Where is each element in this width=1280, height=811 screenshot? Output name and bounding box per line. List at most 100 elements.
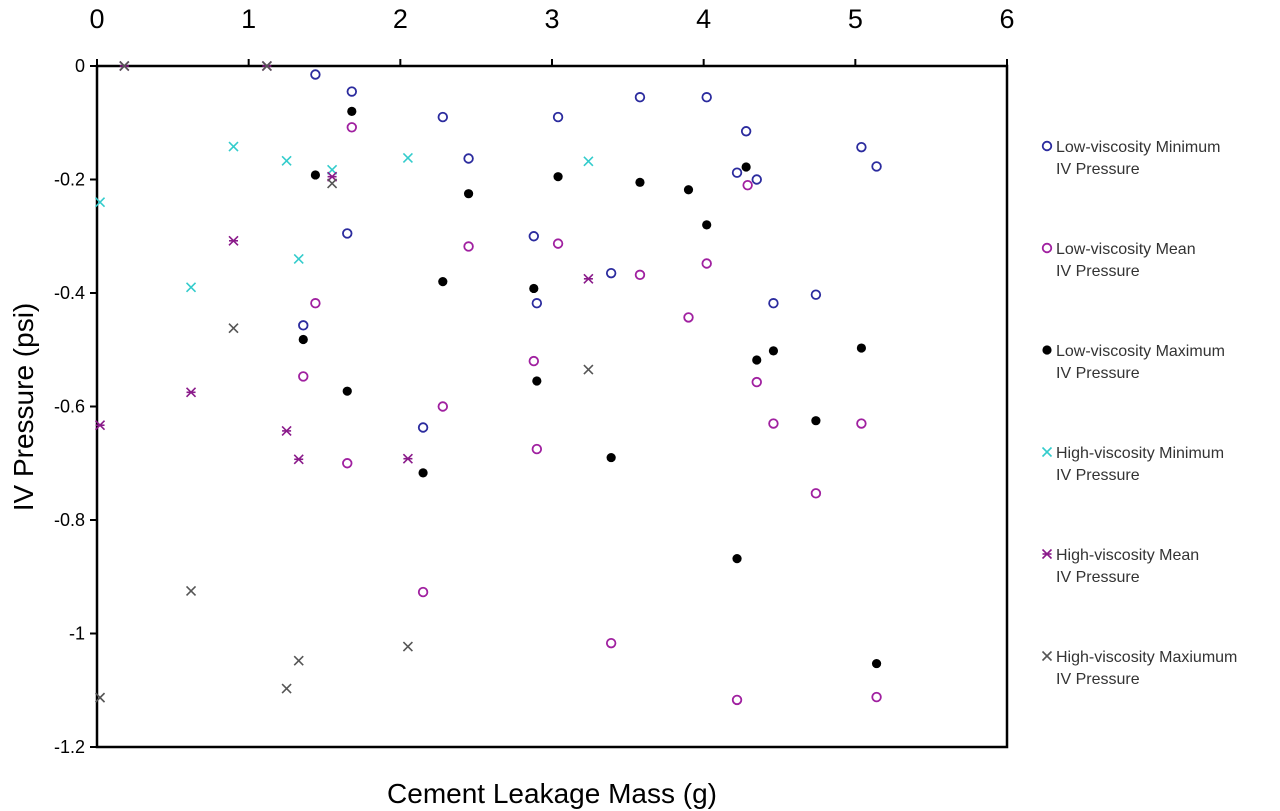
legend-item: High-viscosity Maxiumum IV Pressure <box>1041 649 1237 688</box>
data-point <box>856 418 867 429</box>
data-point <box>347 106 357 116</box>
legend-marker <box>1041 446 1053 458</box>
y-tick-label: -0.2 <box>54 170 85 190</box>
x-tick-label: 5 <box>848 4 863 34</box>
data-point <box>293 253 304 265</box>
legend-label-line2: IV Pressure <box>1056 365 1140 382</box>
data-point <box>605 637 617 649</box>
data-point <box>417 586 429 598</box>
data-point <box>731 167 743 178</box>
data-point <box>751 174 762 185</box>
data-point <box>310 298 321 309</box>
data-point <box>94 692 106 703</box>
data-point <box>701 92 712 103</box>
data-point <box>261 60 272 72</box>
data-point <box>281 425 292 436</box>
data-point <box>293 655 304 666</box>
data-point <box>342 228 353 239</box>
data-point <box>701 258 712 269</box>
data-point <box>463 153 474 164</box>
data-point <box>553 172 563 182</box>
legend-label-line2: IV Pressure <box>1056 263 1140 280</box>
y-tick-label: -0.8 <box>54 510 85 530</box>
data-point <box>811 416 821 426</box>
data-point <box>437 401 449 412</box>
legend-marker <box>1041 140 1053 152</box>
data-point <box>606 452 616 463</box>
data-point <box>298 371 309 382</box>
legend-item: Low-viscosity Maximum IV Pressure <box>1042 343 1225 382</box>
data-point <box>742 179 753 191</box>
data-point <box>552 238 564 249</box>
data-points <box>94 60 882 706</box>
data-point <box>94 197 106 208</box>
legend-label-line2: IV Pressure <box>1056 161 1140 178</box>
legend-marker <box>1041 242 1053 254</box>
data-point <box>531 443 543 455</box>
data-point <box>529 283 539 294</box>
data-point <box>298 320 309 331</box>
data-point <box>418 468 428 478</box>
legend-item: Low-viscosity Minimum IV Pressure <box>1041 139 1220 178</box>
y-tick-label: -0.6 <box>54 397 85 417</box>
data-point <box>402 152 413 164</box>
data-point <box>463 241 474 252</box>
y-tick-label: -0.4 <box>54 283 85 303</box>
data-point <box>871 161 882 172</box>
data-point <box>634 92 646 103</box>
x-tick-label: 1 <box>241 4 256 34</box>
legend-label-line1: Low-viscosity Mean <box>1056 241 1196 258</box>
y-tick-label: 0 <box>75 56 85 76</box>
data-point <box>634 269 646 281</box>
data-point <box>228 141 239 152</box>
data-point <box>583 156 594 167</box>
data-point <box>438 277 448 287</box>
legend-label-line1: High-viscosity Maxiumum <box>1056 649 1237 666</box>
data-point <box>310 170 320 180</box>
y-tick-label: -1.2 <box>54 737 85 757</box>
data-point <box>228 323 239 334</box>
data-point <box>528 355 540 367</box>
data-point <box>635 177 645 187</box>
data-point <box>185 282 197 293</box>
data-point <box>293 454 304 465</box>
data-point <box>94 420 106 431</box>
data-point <box>683 185 694 195</box>
data-point <box>810 289 822 300</box>
data-point <box>310 69 321 80</box>
y-axis-ticks: 0 -0.2 -0.4 -0.6 -0.8 -1 -1.2 <box>54 56 97 757</box>
data-point <box>752 355 762 365</box>
series-3 <box>298 106 882 669</box>
legend-marker <box>1041 548 1053 560</box>
data-point <box>583 273 594 284</box>
data-point <box>583 364 594 375</box>
data-point <box>346 122 358 133</box>
x-tick-label: 0 <box>89 4 104 34</box>
data-point <box>528 231 540 242</box>
series-6 <box>94 60 594 703</box>
legend-marker <box>1041 650 1053 662</box>
data-point <box>768 418 779 429</box>
data-point <box>552 111 564 123</box>
data-point <box>342 458 353 469</box>
data-point <box>605 267 617 279</box>
data-point <box>281 155 292 166</box>
data-point <box>810 488 822 499</box>
legend-item: High-viscosity Minimum IV Pressure <box>1041 445 1224 484</box>
data-point <box>437 111 449 123</box>
legend-marker <box>1042 345 1052 355</box>
data-point <box>402 641 413 652</box>
data-point <box>768 346 779 356</box>
data-point <box>342 386 352 396</box>
legend-label-line1: High-viscosity Minimum <box>1056 445 1224 462</box>
series-1 <box>298 69 882 433</box>
legend-item: High-viscosity Mean IV Pressure <box>1041 547 1199 586</box>
data-point <box>768 298 779 309</box>
data-point <box>185 387 197 398</box>
data-point <box>281 683 292 694</box>
data-point <box>463 189 474 199</box>
x-tick-label: 3 <box>544 4 559 34</box>
legend-label-line2: IV Pressure <box>1056 569 1140 586</box>
